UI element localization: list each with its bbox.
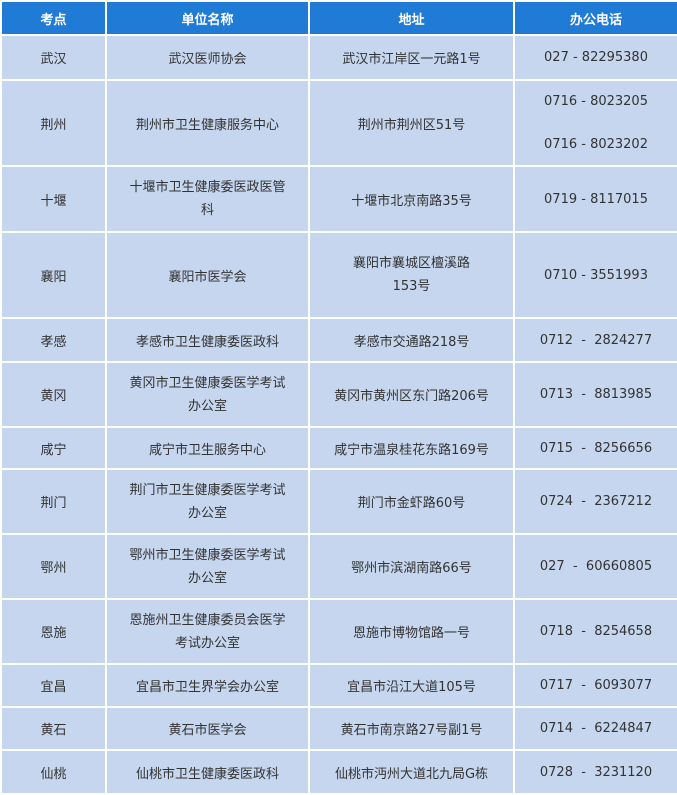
table-row: 武汉 武汉医师协会 武汉市江岸区一元路1号 027 - 82295380	[0, 34, 677, 81]
table-cell: 黄冈	[0, 361, 107, 428]
header-cell: 办公电话	[513, 0, 677, 36]
header-cell: 考点	[0, 0, 107, 36]
cell-line: 办公室	[187, 398, 227, 414]
cell-line: 0716 - 8023205	[544, 94, 648, 109]
cell-line: 襄阳市襄城区檀溪路	[352, 256, 470, 271]
table-cell: 0719 - 8117015	[513, 165, 677, 233]
table-cell: 襄阳	[0, 231, 107, 319]
table-cell: 0710 - 3551993	[513, 231, 677, 319]
table-cell: 仙桃	[0, 749, 107, 795]
table-row: 襄阳 襄阳市医学会 襄阳市襄城区檀溪路 153号 0710 - 3551993	[0, 231, 677, 319]
table-cell: 黄冈市卫生健康委医学考试 办公室	[105, 361, 310, 428]
table-cell: 黄石	[0, 706, 107, 751]
table-cell: 荆门	[0, 468, 107, 535]
table-row: 宜昌 宜昌市卫生界学会办公室 宜昌市沿江大道105号 0717 - 6093077	[0, 663, 677, 708]
cell-line: 考试办公室	[174, 635, 240, 651]
table-cell: 鄂州	[0, 533, 107, 600]
header-row: 考点 单位名称 地址 办公电话	[0, 0, 677, 36]
table-row: 恩施 恩施州卫生健康委员会医学 考试办公室 恩施市博物馆路一号 0718 - 82546…	[0, 598, 677, 665]
table-cell: 0717 - 6093077	[513, 663, 677, 708]
table-cell: 0718 - 8254658	[513, 598, 677, 665]
table-row: 咸宁 咸宁市卫生服务中心 咸宁市温泉桂花东路169号 0715 - 8256656	[0, 426, 677, 470]
table-row: 仙桃 仙桃市卫生健康委医政科 仙桃市沔州大道北九局G栋 0728 - 3231120	[0, 749, 677, 795]
table-cell: 襄阳市医学会	[105, 231, 310, 319]
table-row: 黄石 黄石市医学会 黄石市南京路27号副1号 0714 - 6224847	[0, 706, 677, 751]
cell-line: 荆门市卫生健康委医学考试	[129, 482, 286, 498]
table-cell: 黄石市南京路27号副1号	[308, 706, 515, 751]
table-cell: 0728 - 3231120	[513, 749, 677, 795]
table-cell: 孝感	[0, 317, 107, 363]
table-cell: 孝感市卫生健康委医政科	[105, 317, 310, 363]
table-cell: 0715 - 8256656	[513, 426, 677, 470]
table-row: 鄂州 鄂州市卫生健康委医学考试 办公室 鄂州市滨湖南路66号 027 - 6066080…	[0, 533, 677, 600]
table-cell: 仙桃市沔州大道北九局G栋	[308, 749, 515, 795]
table-row: 孝感 孝感市卫生健康委医政科 孝感市交通路218号 0712 - 2824277	[0, 317, 677, 363]
table-cell: 0716 - 8023205 0716 - 8023202	[513, 79, 677, 167]
table-cell: 恩施州卫生健康委员会医学 考试办公室	[105, 598, 310, 665]
table-cell: 黄石市医学会	[105, 706, 310, 751]
table-cell: 十堰市卫生健康委医政医管科	[105, 165, 310, 233]
cell-line: 办公室	[187, 570, 227, 586]
table-cell: 荆州	[0, 79, 107, 167]
table-cell: 荆门市卫生健康委医学考试 办公室	[105, 468, 310, 535]
table-cell: 鄂州市卫生健康委医学考试 办公室	[105, 533, 310, 600]
cell-line: 黄冈市卫生健康委医学考试	[129, 375, 286, 391]
table-cell: 恩施	[0, 598, 107, 665]
cell-line: 科	[200, 203, 214, 218]
table-cell: 0714 - 6224847	[513, 706, 677, 751]
cell-line: 鄂州市卫生健康委医学考试	[129, 547, 286, 563]
table-cell: 武汉	[0, 34, 107, 81]
table-cell: 宜昌市沿江大道105号	[308, 663, 515, 708]
cell-line: 恩施州卫生健康委员会医学	[129, 612, 286, 628]
header-cell: 单位名称	[105, 0, 310, 36]
table-cell: 0724 - 2367212	[513, 468, 677, 535]
table-row: 十堰 十堰市卫生健康委医政医管科十堰市北京南路35号 0719 - 8117015	[0, 165, 677, 233]
table-cell: 027 - 60660805	[513, 533, 677, 600]
cell-line: 办公室	[187, 505, 227, 521]
header-cell: 地址	[308, 0, 515, 36]
cell-line: 0716 - 8023202	[544, 137, 648, 152]
table-cell: 十堰	[0, 165, 107, 233]
table-cell: 咸宁市温泉桂花东路169号	[308, 426, 515, 470]
table-cell: 黄冈市黄州区东门路206号	[308, 361, 515, 428]
table-cell: 仙桃市卫生健康委医政科	[105, 749, 310, 795]
table-row: 荆门 荆门市卫生健康委医学考试 办公室 荆门市金虾路60号 0724 - 2367212	[0, 468, 677, 535]
table-cell: 荆州市卫生健康服务中心	[105, 79, 310, 167]
table-cell: 孝感市交通路218号	[308, 317, 515, 363]
table-cell: 恩施市博物馆路一号	[308, 598, 515, 665]
table-cell: 咸宁市卫生服务中心	[105, 426, 310, 470]
table-row: 荆州 荆州市卫生健康服务中心 荆州市荆州区51号 0716 - 8023205 0716…	[0, 79, 677, 167]
cell-line: 十堰市卫生健康委医政医管	[129, 180, 286, 195]
table-cell: 武汉市江岸区一元路1号	[308, 34, 515, 81]
table-cell: 荆门市金虾路60号	[308, 468, 515, 535]
table-cell: 宜昌市卫生界学会办公室	[105, 663, 310, 708]
table-cell: 武汉医师协会	[105, 34, 310, 81]
table-cell: 十堰市北京南路35号	[308, 165, 515, 233]
table-cell: 宜昌	[0, 663, 107, 708]
table-cell: 0712 - 2824277	[513, 317, 677, 363]
table-cell: 襄阳市襄城区檀溪路 153号	[308, 231, 515, 319]
cell-line: 153号	[392, 279, 431, 294]
table-cell: 0713 - 8813985	[513, 361, 677, 428]
table-cell: 荆州市荆州区51号	[308, 79, 515, 167]
table-cell: 鄂州市滨湖南路66号	[308, 533, 515, 600]
table-cell: 咸宁	[0, 426, 107, 470]
table-row: 黄冈 黄冈市卫生健康委医学考试 办公室 黄冈市黄州区东门路206号 0713 - 881…	[0, 361, 677, 428]
table-cell: 027 - 82295380	[513, 34, 677, 81]
